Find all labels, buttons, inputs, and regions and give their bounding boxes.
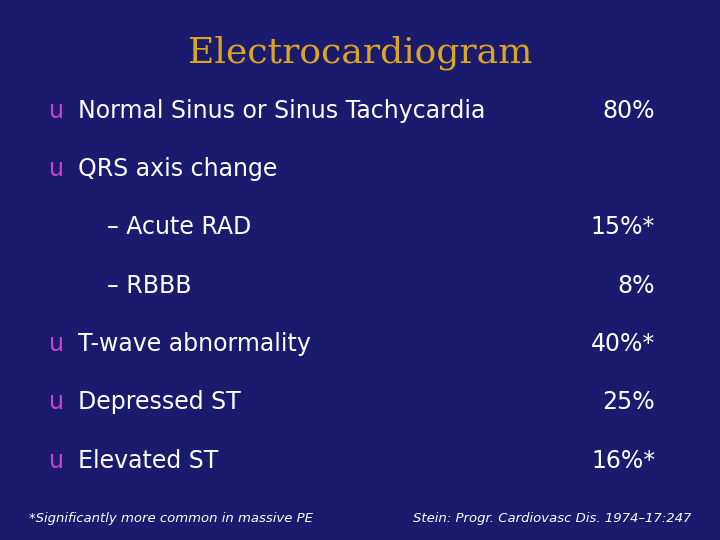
- Text: u: u: [49, 390, 64, 414]
- Text: – Acute RAD: – Acute RAD: [107, 215, 251, 239]
- Text: 80%: 80%: [603, 99, 655, 123]
- Text: u: u: [49, 157, 64, 181]
- Text: Electrocardiogram: Electrocardiogram: [188, 35, 532, 70]
- Text: – RBBB: – RBBB: [107, 274, 191, 298]
- Text: Normal Sinus or Sinus Tachycardia: Normal Sinus or Sinus Tachycardia: [78, 99, 485, 123]
- Text: Elevated ST: Elevated ST: [78, 449, 218, 472]
- Text: *Significantly more common in massive PE: *Significantly more common in massive PE: [29, 512, 312, 525]
- Text: u: u: [49, 332, 64, 356]
- Text: 8%: 8%: [618, 274, 655, 298]
- Text: 40%*: 40%*: [591, 332, 655, 356]
- Text: 15%*: 15%*: [591, 215, 655, 239]
- Text: u: u: [49, 99, 64, 123]
- Text: T-wave abnormality: T-wave abnormality: [78, 332, 310, 356]
- Text: QRS axis change: QRS axis change: [78, 157, 277, 181]
- Text: Stein: Progr. Cardiovasc Dis. 1974–17:247: Stein: Progr. Cardiovasc Dis. 1974–17:24…: [413, 512, 691, 525]
- Text: 16%*: 16%*: [591, 449, 655, 472]
- Text: Depressed ST: Depressed ST: [78, 390, 240, 414]
- Text: u: u: [49, 449, 64, 472]
- Text: 25%: 25%: [603, 390, 655, 414]
